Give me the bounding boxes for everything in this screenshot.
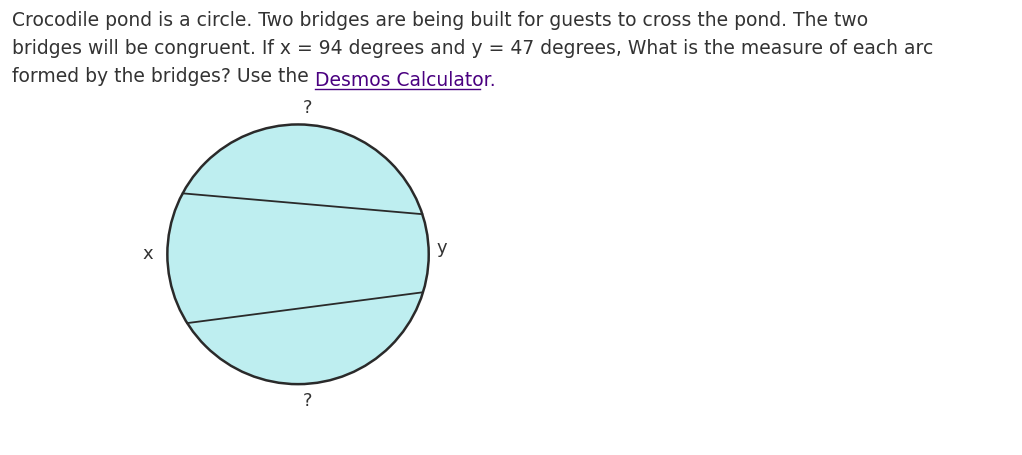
Text: ?: ? [303, 392, 313, 410]
Text: x: x [142, 245, 153, 263]
Text: Desmos Calculator.: Desmos Calculator. [315, 71, 495, 91]
Ellipse shape [168, 125, 429, 384]
Text: ?: ? [303, 99, 313, 117]
Text: y: y [436, 239, 448, 257]
Text: Crocodile pond is a circle. Two bridges are being built for guests to cross the : Crocodile pond is a circle. Two bridges … [12, 11, 933, 86]
